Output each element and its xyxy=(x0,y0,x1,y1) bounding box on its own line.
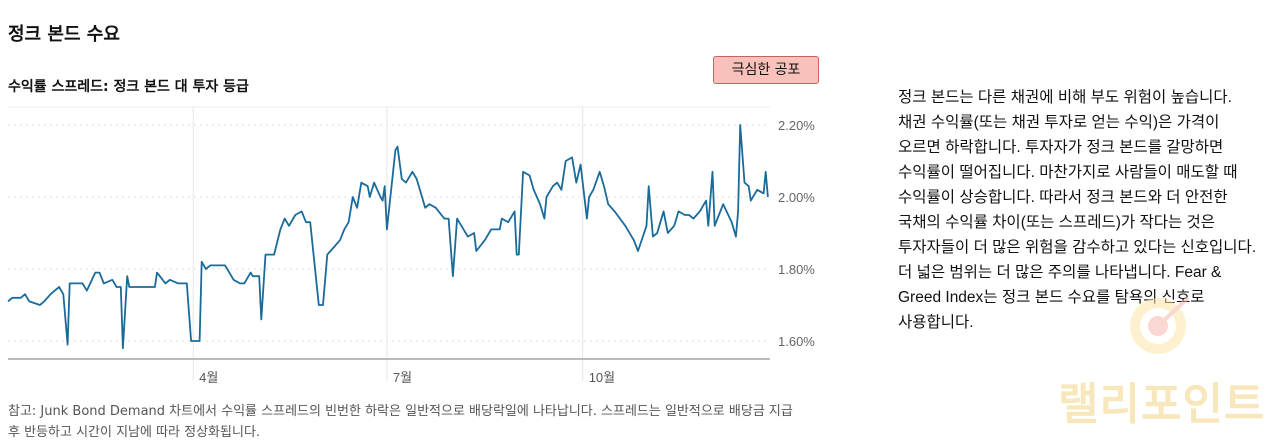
y-tick-label: 2.20% xyxy=(778,118,815,133)
x-tick-label: 10월 xyxy=(589,370,615,385)
x-tick-label: 7월 xyxy=(393,370,412,385)
watermark: 랠리포인트 xyxy=(1058,379,1266,430)
x-axis: 4월 7월 10월 xyxy=(199,370,615,385)
yield-spread-chart: 4월 7월 10월 1.60% 1.80% 2.00% 2.20% xyxy=(7,106,815,385)
description-text: 정크 본드는 다른 채권에 비해 부도 위험이 높습니다. 채권 수익률(또는 … xyxy=(898,88,1257,331)
y-tick-label: 2.00% xyxy=(778,190,815,205)
page-title: 정크 본드 수요 xyxy=(8,24,120,45)
series-line xyxy=(7,124,769,350)
watermark-target-icon xyxy=(1130,296,1190,354)
y-tick-label: 1.60% xyxy=(778,334,815,349)
footnote: 참고: Junk Bond Demand 차트에서 수익률 스프레드의 빈번한 … xyxy=(8,404,793,440)
y-axis: 1.60% 1.80% 2.00% 2.20% xyxy=(778,118,815,349)
y-tick-label: 1.80% xyxy=(778,262,815,277)
x-tick-label: 4월 xyxy=(199,370,218,385)
sentiment-badge: 극심한 공포 xyxy=(713,56,819,84)
grid xyxy=(8,106,770,381)
chart-title: 수익률 스프레드: 정크 본드 대 투자 등급 xyxy=(8,79,249,95)
